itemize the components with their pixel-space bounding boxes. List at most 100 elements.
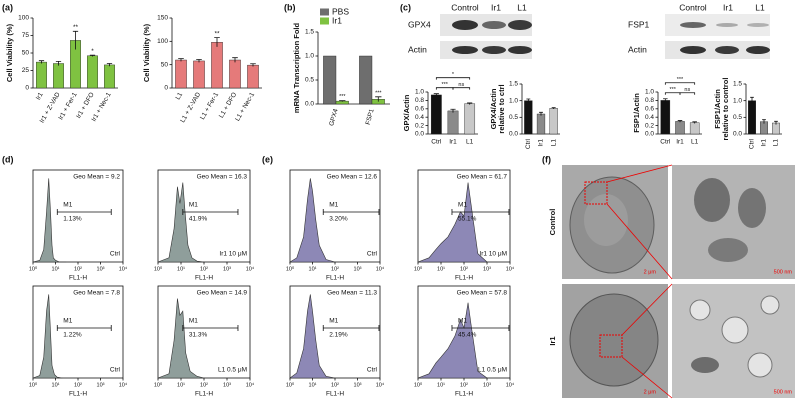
x-tick-label: L1 [466,139,474,146]
bar [104,64,115,89]
gate-marker [451,325,510,331]
gate-percent: 3.20% [329,216,348,223]
geo-mean: Geo Mean = 16.3 [197,174,248,181]
geo-mean: Geo Mean = 9.2 [73,174,120,181]
y-tick-label: 1.0 [509,97,518,104]
x-tick-label: 10⁰ [29,265,38,272]
comparison-label: * [452,72,455,78]
x-tick-label: 10² [200,266,208,272]
y-tick-label: 0.0 [415,131,424,138]
x-tick-label: 10⁴ [246,381,255,388]
x-tick-label: GPX4 [328,108,339,127]
y-tick-label: 0 [25,85,29,92]
y-tick-label: 0.2 [415,122,424,129]
histogram-area [157,182,205,263]
gate-percent: 1.13% [63,216,82,223]
y-tick-label: 0.6 [645,106,654,113]
y-tick-label: 0.5 [305,77,314,84]
tem-mito [708,238,748,262]
legend-label: PBS [332,6,349,16]
x-tick-label: Ctrl [431,139,442,146]
error-bar [178,58,184,62]
gate-marker [56,209,112,215]
x-tick-label: Ir1 [676,139,684,146]
error-bar [250,63,256,67]
error-bar [55,61,62,66]
error-bar [663,98,668,103]
error-bar [196,59,202,63]
error-bar [89,54,96,57]
x-tick-label: 10¹ [52,382,60,388]
error-bar [551,107,556,109]
y-tick-label: 1.0 [305,53,314,60]
comparison-bracket [452,87,471,90]
y-tick-label: 0.5 [509,114,518,121]
blot-column: Control [679,2,707,12]
error-bar [774,120,778,125]
x-tick-label: 10⁰ [414,265,423,272]
x-tick-label: Ir1 [761,139,768,147]
x-tick-label: 10³ [483,382,491,388]
significance: ** [73,24,79,31]
zoom-line [621,356,673,399]
y-tick-label: 0.4 [645,114,654,121]
blot-row: GPX4 [408,19,431,29]
tem-vacuole [747,352,773,378]
geo-mean: Geo Mean = 7.8 [73,290,120,297]
blot-row: Actin [628,44,647,54]
bar [211,42,223,89]
x-tick-label: 10³ [354,266,362,272]
gate-percent: 55.1% [458,216,477,223]
x-axis-label: FL1-H [195,275,213,282]
sample-label: Ctrl [367,251,378,258]
scale-bar-label: 2 μm [644,269,657,275]
error-bar [38,60,45,64]
bar [689,122,700,135]
y-axis-label: relative to control [721,78,730,141]
legend-swatch [320,17,329,25]
significance: *** [339,94,346,100]
significance: *** [375,90,382,96]
x-tick-label: 10⁴ [506,265,515,272]
tem-images: 2 μm 500 nm 2 μm 500 nm Control Ir1 [548,164,795,399]
geo-mean: Geo Mean = 12.6 [327,174,378,181]
y-tick-label: 0.0 [509,131,518,138]
y-tick-label: 100 [18,15,29,22]
bar [247,64,259,89]
x-axis-label: FL1-H [69,391,87,398]
gate-label: M1 [189,202,198,209]
blot-column: L1 [755,2,765,12]
x-tick-label: FSP1 [365,108,376,126]
gate-marker [322,325,380,331]
x-tick-label: L1 [691,139,699,146]
gate-label: M1 [458,202,467,209]
comparison-label: *** [677,77,684,83]
sample-label: L1 0.5 μM [218,367,247,374]
blot-band [482,21,506,29]
y-tick-label: 1.5 [733,81,742,88]
blot-column: Control [451,2,479,12]
blots: Control Ir1 L1 GPX4 Actin Control Ir1 L1… [408,2,770,59]
y-tick-label: 1.5 [509,81,518,88]
panel-label: (b) [284,2,296,12]
zoom-box [599,334,623,358]
x-tick-label: 10² [460,266,468,272]
blot-band [508,20,532,30]
y-tick-label: 1.0 [415,89,424,96]
bar [549,108,558,135]
geo-mean: Geo Mean = 61.7 [457,174,508,181]
blot-band [680,22,706,28]
histogram-area [157,298,205,379]
blot-row: Actin [408,44,427,54]
x-tick-label: L1 + DFO [218,91,238,119]
histogram-area [417,302,488,379]
bar [359,55,373,105]
gate-label: M1 [189,318,198,325]
legend-swatch [320,8,329,16]
x-tick-label: L1 [550,139,557,147]
x-axis-label: FL1-H [195,391,213,398]
y-axis-label: FSP1/Actin [713,89,722,129]
y-axis-label: relative to ctrl [497,84,506,133]
x-axis-label: FL1-H [69,275,87,282]
x-tick-label: 10¹ [52,266,60,272]
